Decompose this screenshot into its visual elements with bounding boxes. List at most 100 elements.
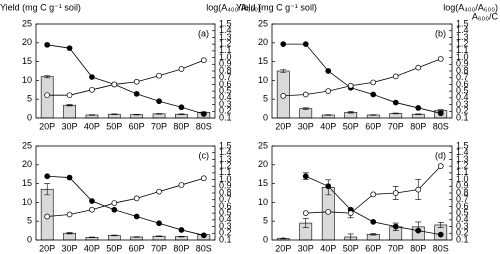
y2-tick-label: 0.3: [219, 221, 232, 231]
marker: [200, 232, 207, 239]
y2-tick-label: 0.3: [456, 99, 469, 109]
y2-tick-label: 1.2: [219, 161, 232, 171]
bar: [299, 108, 313, 119]
x-tick-label: 50P: [343, 243, 359, 253]
error-bar: [156, 235, 163, 237]
error-bar: [347, 111, 354, 114]
y2-tick-label: 0.3: [456, 221, 469, 231]
error-bar: [370, 114, 377, 116]
marker: [133, 213, 140, 220]
error-bar: [302, 107, 309, 110]
error-bar: [111, 234, 118, 237]
y2-tick-label: 1.0: [219, 52, 232, 62]
marker: [370, 219, 377, 225]
marker: [392, 99, 399, 106]
marker: [392, 223, 399, 230]
error-bar: [280, 69, 287, 73]
bar: [389, 113, 403, 119]
y-tick-label: 10: [258, 75, 268, 85]
marker: [156, 98, 162, 105]
marker: [280, 41, 287, 47]
marker: [302, 210, 309, 216]
y-tick-label: 0: [263, 234, 268, 244]
marker: [200, 175, 207, 182]
y2-tick-label: 1.0: [219, 174, 232, 184]
y2-tick-label: 0.7: [456, 194, 469, 204]
series-line: [47, 175, 204, 236]
marker: [437, 110, 444, 117]
y2-tick-label: 0.5: [219, 208, 232, 218]
y-axis-label: Yield (mg C g⁻¹ soil): [0, 2, 81, 12]
x-tick-label: 70P: [151, 243, 167, 253]
marker: [66, 211, 73, 218]
panel-label: (b): [435, 28, 446, 38]
error-bar: [66, 232, 73, 235]
marker: [370, 79, 377, 86]
marker: [325, 183, 332, 190]
marker: [156, 220, 162, 227]
marker: [89, 198, 95, 204]
y2-tick-label: 0.6: [219, 201, 232, 211]
plot-frame: [35, 145, 216, 241]
x-tick-label: 40P: [320, 243, 336, 253]
x-tick-label: 80P: [410, 121, 426, 131]
x-tick-label: 80P: [410, 243, 426, 253]
marker: [111, 81, 118, 88]
y-tick-label: 10: [22, 75, 32, 85]
x-tick-label: 60P: [129, 121, 145, 131]
plot-frame: [271, 145, 453, 241]
y2-tick-label: 1.2: [456, 39, 469, 49]
error-bar: [370, 233, 377, 236]
marker: [111, 206, 118, 213]
marker: [44, 41, 51, 48]
y2-tick-label: 0.8: [456, 187, 469, 197]
y-tick-label: 25: [258, 140, 268, 150]
marker: [111, 200, 118, 206]
y2-tick-label: 1.3: [456, 32, 469, 42]
y2-tick-label: 0.7: [219, 194, 232, 204]
bar: [107, 235, 121, 241]
y2-tick-label: 1.3: [219, 154, 232, 164]
y2-tick-label: 0.1: [219, 112, 232, 122]
y-tick-label: 5: [27, 94, 32, 104]
marker: [437, 231, 444, 238]
x-tick-label: 20P: [39, 121, 55, 131]
y-tick-label: 25: [258, 18, 268, 28]
y-tick-label: 10: [22, 197, 32, 207]
y2-axis-label: log(A₄₀₀/A₆₀₀): [443, 2, 498, 12]
marker: [415, 64, 422, 71]
marker: [44, 213, 51, 220]
series-line: [47, 44, 204, 115]
y2-tick-label: 0.1: [219, 234, 232, 244]
y2-tick-label: 1.1: [456, 167, 469, 177]
y2-tick-label: 0.4: [219, 92, 232, 102]
marker: [44, 92, 51, 99]
x-tick-label: 60P: [129, 243, 145, 253]
marker: [347, 210, 354, 216]
y2-tick-label: 0.9: [219, 59, 232, 69]
y2-tick-label: 0.4: [456, 92, 469, 102]
y-tick-label: 5: [263, 94, 268, 104]
x-tick-label: 20P: [275, 121, 291, 131]
x-tick-label: 50P: [106, 121, 122, 131]
x-tick-label: 50P: [106, 243, 122, 253]
y-tick-label: 20: [22, 37, 32, 47]
marker: [325, 88, 332, 94]
marker: [392, 190, 399, 196]
marker: [156, 72, 162, 79]
error-bar: [156, 113, 163, 115]
y2-tick-label: 1.0: [456, 174, 469, 184]
y2-tick-label: 0.7: [456, 72, 469, 82]
y-tick-label: 20: [22, 159, 32, 169]
y2-tick-label: 0.9: [219, 181, 232, 191]
marker: [89, 74, 95, 80]
x-tick-label: 40P: [84, 121, 100, 131]
error-bar: [66, 104, 73, 107]
x-tick-label: 20P: [275, 243, 291, 253]
marker: [66, 45, 73, 52]
y2-tick-label: 1.3: [219, 32, 232, 42]
y-axis-label: Yield (mg C g⁻¹ soil): [236, 2, 317, 12]
marker: [437, 163, 444, 169]
marker: [133, 78, 140, 85]
x-tick-label: 50P: [343, 121, 359, 131]
